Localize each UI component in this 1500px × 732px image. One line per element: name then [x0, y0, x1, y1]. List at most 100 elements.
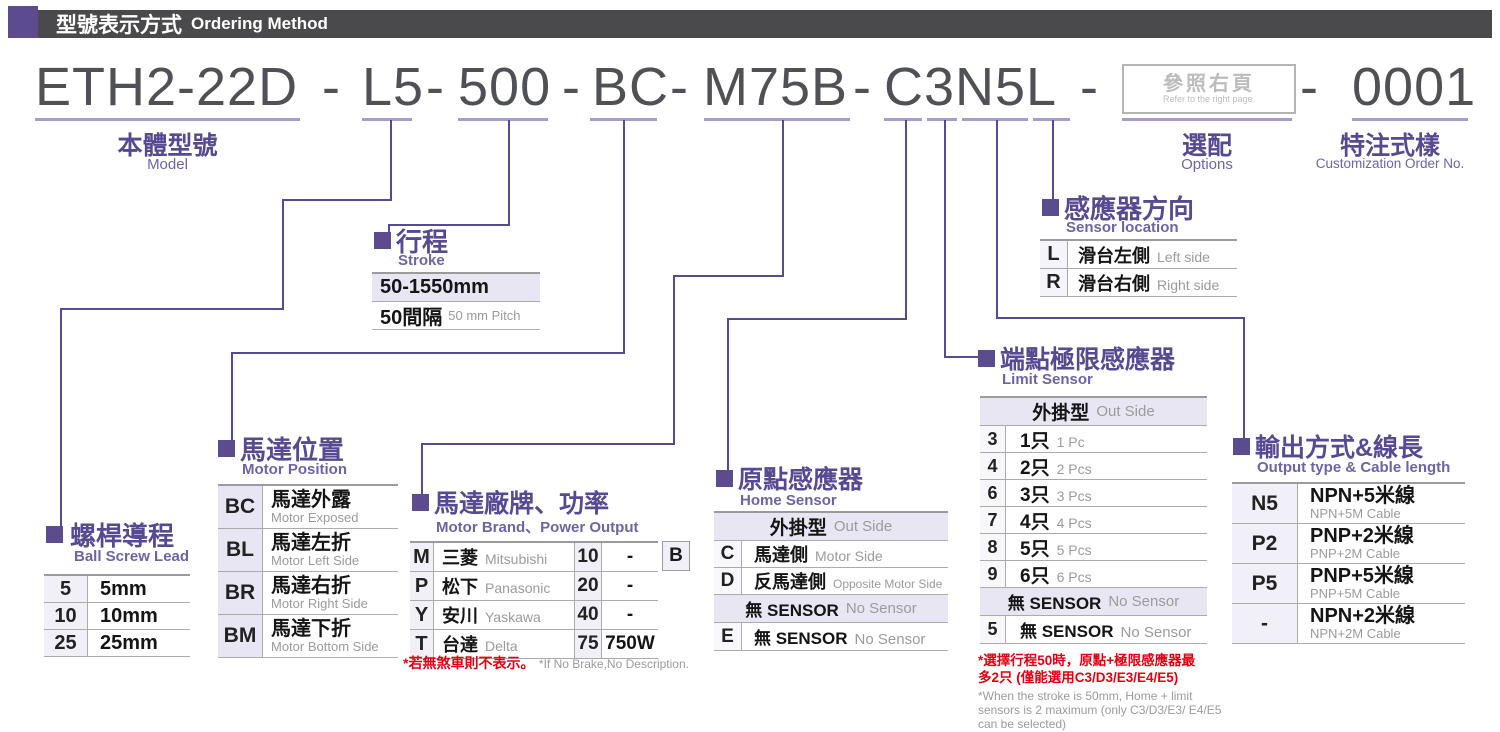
dash: -	[1080, 57, 1099, 117]
code-cell: T	[410, 630, 434, 658]
row-label-en: Left side	[1157, 248, 1210, 265]
row-label-en: Right side	[1157, 276, 1220, 293]
power-cell: 10	[574, 543, 602, 571]
connector-line	[508, 120, 510, 224]
row-label-en: 2 Pcs	[1056, 460, 1092, 477]
table-row: T 台達 Delta 75 750W	[410, 630, 658, 659]
header-zh: 外掛型	[1032, 403, 1090, 424]
ball-screw-title-zh: 螺桿導程	[70, 521, 175, 551]
row-label-zh: 4只	[1020, 511, 1050, 533]
brand-en: Yaskawa	[485, 609, 541, 625]
model-segment-motor-position: BC	[592, 57, 670, 117]
header-accent-square	[8, 6, 38, 38]
power-cell: 40	[574, 601, 602, 629]
connector-line	[1243, 317, 1245, 439]
dash: -	[562, 57, 581, 117]
table-row: P2 PNP+2米線 PNP+2M Cable	[1232, 524, 1465, 564]
limit-sensor-table: 外掛型 Out Side 3 1只 1 Pc 4 2只 2 Pcs 6 3只 3 Pc…	[980, 396, 1207, 644]
underline	[704, 118, 850, 121]
dash: -	[1300, 57, 1319, 117]
stroke-table: 50-1550mm 50間隔 50 mm Pitch	[372, 272, 540, 330]
connector-line	[727, 318, 729, 472]
row-label-en: Motor Right Side	[271, 595, 368, 611]
row-label-en: NPN+2M Cable	[1310, 626, 1401, 642]
connector-line	[421, 443, 675, 445]
limit-sensor-footnote: *選擇行程50時，原點+極限感應器最 多2只 (僅能選用C3/D3/E3/E4/…	[978, 652, 1250, 731]
brand-zh: 台達	[442, 635, 478, 655]
code-cell: 5	[44, 576, 88, 602]
code-cell: -	[1232, 604, 1298, 643]
brand-zh: 三菱	[442, 548, 478, 568]
table-row: Y 安川 Yaskawa 40 -	[410, 601, 658, 630]
underline	[927, 118, 957, 121]
underline	[884, 118, 922, 121]
mid-header-en: No Sensor	[1108, 593, 1180, 610]
power-cell: 20	[574, 572, 602, 600]
dash: -	[853, 57, 872, 117]
watt-cell: -	[626, 546, 634, 567]
row-label-zh: 無 SENSOR	[1020, 622, 1114, 641]
connector-line	[782, 120, 784, 275]
sensor-location-table: L 滑台左側 Left side R 滑台右側 Right side	[1040, 239, 1237, 297]
connector-line	[944, 120, 946, 358]
motor-position-table: BC 馬達外露 Motor Exposed BL 馬達左折 Motor Left S…	[218, 484, 398, 658]
brand-zh: 安川	[442, 606, 478, 626]
table-row: 5 無 SENSOR No Sensor	[980, 616, 1207, 644]
dash: -	[670, 57, 689, 117]
underline	[35, 118, 300, 121]
table-row: 9 6只 6 Pcs	[980, 561, 1207, 588]
underline	[458, 118, 548, 121]
table-header-row: 無 SENSOR No Sensor	[714, 595, 948, 623]
mid-header-en: No Sensor	[845, 600, 917, 617]
code-cell: 4	[980, 453, 1006, 479]
code-cell: 10	[44, 603, 88, 629]
row-label-zh: 馬達側	[754, 545, 808, 565]
connector-line	[231, 352, 625, 354]
table-row: P 松下 Panasonic 20 -	[410, 572, 658, 601]
row-label-zh: 馬達下折	[271, 617, 351, 640]
code-cell: E	[714, 623, 742, 650]
row-label-en: No Sensor	[854, 631, 926, 648]
header-en: Out Side	[833, 518, 893, 535]
connector-line	[388, 224, 390, 234]
watt-cell: 750W	[605, 633, 655, 654]
code-cell: L	[1040, 241, 1068, 268]
label-model-en: Model	[147, 156, 188, 173]
code-cell: 25	[44, 630, 88, 656]
connector-line	[905, 120, 907, 318]
section-square	[1233, 438, 1250, 455]
options-reference-box: 參照右頁 Refer to the right page.	[1122, 64, 1296, 114]
row-label-zh: 馬達外露	[271, 488, 351, 511]
table-header-row: 外掛型 Out Side	[714, 513, 948, 541]
code-cell: 6	[980, 480, 1006, 506]
stroke-pitch-zh: 50間隔	[380, 307, 443, 329]
code-cell: BM	[218, 615, 263, 657]
page-title-en: Ordering Method	[191, 14, 328, 33]
label-model-zh: 本體型號	[117, 132, 218, 160]
section-square	[374, 232, 391, 249]
model-segment-body: ETH2-22D	[35, 57, 299, 117]
row-label-zh: 滑台右側	[1078, 273, 1150, 294]
table-row: D 反馬達側 Opposite Motor Side	[714, 568, 948, 595]
header-en: Out Side	[1096, 403, 1155, 420]
motor-brand-footnote: *若無煞車則不表示。 *If No Brake,No Description.	[403, 655, 689, 673]
code-cell: 8	[980, 534, 1006, 560]
code-cell: 5	[980, 616, 1006, 643]
table-row: - NPN+2米線 NPN+2M Cable	[1232, 604, 1465, 644]
ball-screw-title-en: Ball Screw Lead	[74, 548, 190, 565]
row-label-zh: 2只	[1020, 457, 1050, 479]
model-segment-sensors: C3N5L	[884, 57, 1058, 117]
code-cell: BL	[218, 529, 263, 571]
home-sensor-table: 外掛型 Out Side C 馬達側 Motor Side D 反馬達側 Oppos…	[714, 511, 948, 651]
underline	[590, 118, 657, 121]
underline	[962, 118, 1028, 121]
row-label-zh: 無 SENSOR	[754, 629, 848, 648]
table-row: BC 馬達外露 Motor Exposed	[218, 486, 398, 529]
home-sensor-title-en: Home Sensor	[740, 492, 837, 509]
footnote-red-line2: 多2只 (僅能選用C3/D3/E3/E4/E5)	[978, 670, 1179, 685]
model-segment-lead: L5	[362, 57, 425, 117]
row-label-zh: 反馬達側	[754, 572, 826, 592]
footnote-red-line1: *選擇行程50時，原點+極限感應器最	[978, 653, 1196, 668]
row-label: 5mm	[100, 577, 147, 600]
connector-line	[996, 120, 998, 317]
